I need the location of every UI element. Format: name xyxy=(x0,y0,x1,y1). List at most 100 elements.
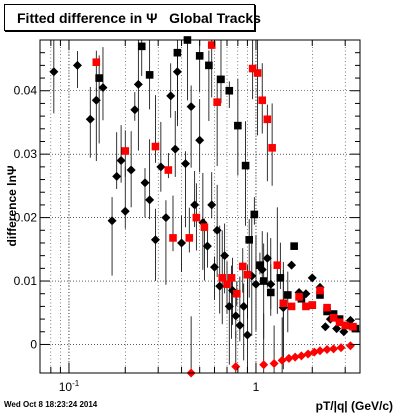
data-point-diamond xyxy=(126,165,136,175)
data-point-diamond xyxy=(296,351,306,361)
data-point-diamond xyxy=(231,311,241,321)
data-point-diamond xyxy=(239,301,249,311)
data-point-diamond xyxy=(345,341,355,351)
y-tick-label: 0 xyxy=(30,337,37,351)
data-point-diamond xyxy=(130,105,140,115)
y-axis-label: difference lnΨ xyxy=(5,165,19,246)
data-point-diamond xyxy=(186,102,196,112)
data-point-diamond xyxy=(307,273,317,283)
data-point-square xyxy=(121,147,130,155)
data-point-square xyxy=(287,302,296,311)
data-point-diamond xyxy=(339,327,349,337)
data-point-square xyxy=(173,48,182,57)
data-point-square xyxy=(233,289,241,298)
data-point-square xyxy=(207,41,216,49)
x-tick-label: 10-1 xyxy=(59,379,80,394)
data-point-square xyxy=(308,301,317,309)
data-point-diamond xyxy=(224,301,234,311)
data-point-square xyxy=(234,121,242,130)
data-markers xyxy=(49,36,360,378)
data-point-diamond xyxy=(315,346,325,356)
chart-title: Fitted difference in Ψ Global Tracks xyxy=(17,10,261,26)
data-point-diamond xyxy=(150,235,160,245)
data-point-square xyxy=(250,210,259,219)
data-point-diamond xyxy=(320,322,330,332)
data-point-diamond xyxy=(133,79,143,89)
y-tick-label: 0.03 xyxy=(14,147,38,161)
data-point-square xyxy=(164,166,173,174)
data-point-diamond xyxy=(170,144,180,154)
data-point-square xyxy=(137,42,146,51)
data-point-square xyxy=(169,234,177,242)
data-point-diamond xyxy=(284,353,294,363)
data-point-diamond xyxy=(231,362,241,372)
data-point-diamond xyxy=(235,320,245,330)
data-point-diamond xyxy=(107,216,117,226)
data-point-square xyxy=(223,280,231,288)
x-tick-exponent: -1 xyxy=(72,379,80,388)
data-point-square xyxy=(266,288,275,297)
data-point-square xyxy=(151,142,160,151)
x-tick-label: 1 xyxy=(253,380,260,394)
data-point-diamond xyxy=(177,238,187,248)
data-point-diamond xyxy=(91,95,101,105)
data-point-diamond xyxy=(140,178,150,188)
data-point-diamond xyxy=(166,91,176,101)
y-tick-label: 0.01 xyxy=(14,274,38,288)
data-point-diamond xyxy=(85,114,95,124)
data-point-diamond xyxy=(209,262,219,272)
data-point-diamond xyxy=(259,360,269,370)
error-bars xyxy=(53,40,289,373)
data-point-square xyxy=(316,291,324,299)
data-point-square xyxy=(227,274,236,282)
data-point-diamond xyxy=(287,260,297,270)
data-point-square xyxy=(195,52,204,60)
data-point-diamond xyxy=(220,251,230,261)
data-point-diamond xyxy=(190,200,200,210)
data-point-diamond xyxy=(49,67,59,77)
data-point-diamond xyxy=(172,67,182,77)
data-point-diamond xyxy=(242,330,252,340)
data-point-diamond xyxy=(251,279,261,289)
data-point-square xyxy=(273,261,282,269)
data-point-square xyxy=(290,242,298,250)
data-point-diamond xyxy=(332,324,342,334)
data-point-square xyxy=(335,318,344,327)
data-point-diamond xyxy=(207,200,217,210)
data-point-diamond xyxy=(195,135,205,145)
data-point-square xyxy=(256,261,264,269)
data-point-square xyxy=(218,274,227,282)
data-point-diamond xyxy=(161,213,171,223)
timestamp-footer: Wed Oct 8 18:23:24 2014 xyxy=(4,400,98,409)
data-point-square xyxy=(329,310,338,318)
data-point-diamond xyxy=(215,281,225,291)
data-point-square xyxy=(323,303,331,312)
data-point-square xyxy=(241,161,250,170)
data-point-square xyxy=(200,223,209,231)
data-point-square xyxy=(263,115,272,124)
data-point-square xyxy=(192,213,201,222)
data-point-diamond xyxy=(269,358,279,368)
data-point-square xyxy=(279,299,288,308)
chart-title-box: Fitted difference in Ψ Global Tracks xyxy=(4,4,261,31)
data-point-square xyxy=(95,74,103,82)
data-point-square xyxy=(268,144,276,152)
data-point-square xyxy=(225,86,234,95)
data-point-square xyxy=(284,291,292,299)
data-point-diamond xyxy=(72,60,82,70)
y-tick-label: 0.02 xyxy=(14,211,38,225)
data-point-diamond xyxy=(277,355,287,365)
data-point-diamond xyxy=(98,83,108,93)
axis-ticks: 10-1 1 0 0.01 0.02 0.03 0.04 xyxy=(14,39,360,394)
data-point-diamond xyxy=(266,279,276,289)
data-point-square xyxy=(316,286,324,295)
data-point-diamond xyxy=(212,225,222,235)
data-point-diamond xyxy=(181,159,191,169)
data-point-square xyxy=(276,274,285,282)
data-point-square xyxy=(185,234,194,242)
data-point-diamond xyxy=(120,206,130,216)
data-point-square xyxy=(245,236,253,244)
data-point-square xyxy=(302,302,310,311)
data-point-square xyxy=(92,58,101,66)
data-point-diamond xyxy=(156,162,166,172)
